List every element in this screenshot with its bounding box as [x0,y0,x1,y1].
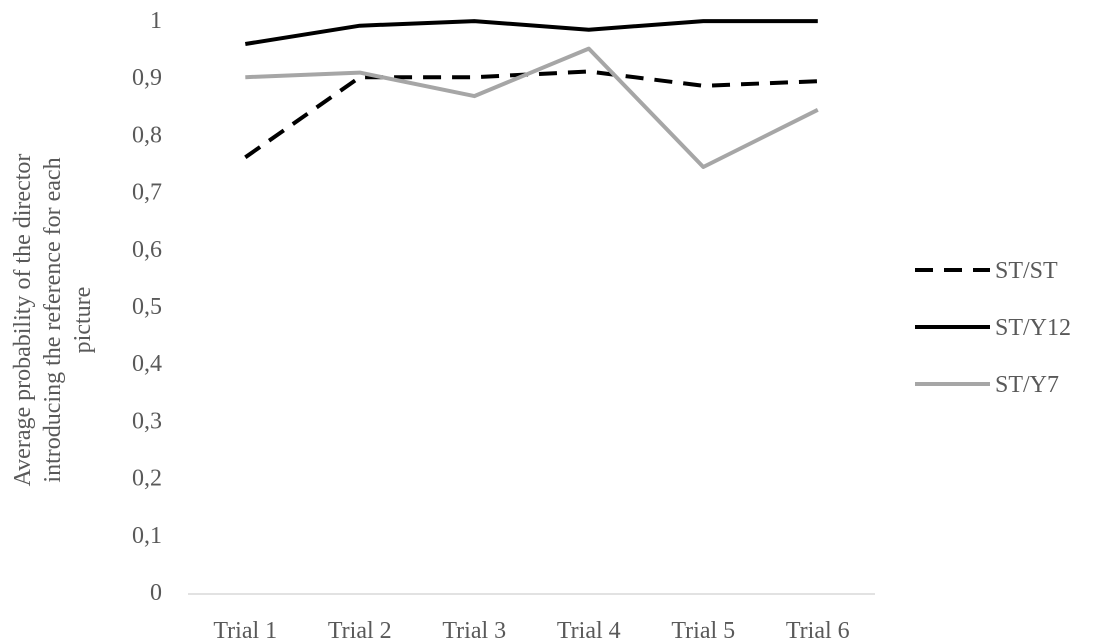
x-tick-label: Trial 3 [442,618,506,644]
y-tick-label: 0,3 [132,408,162,434]
y-tick-label: 0,2 [132,466,162,492]
y-tick-label: 0,4 [132,351,162,377]
y-tick-label: 0,8 [132,122,162,148]
y-tick-label: 0,6 [132,237,162,263]
y-axis-title-line-2: introducing the reference for each [40,157,66,482]
x-tick-label: Trial 2 [328,618,392,644]
x-axis: Trial 1 Trial 2 Trial 3 Trial 4 Trial 5 Trial… [188,593,875,644]
x-tick-label: Trial 6 [786,618,850,644]
x-tick-label: Trial 1 [213,618,277,644]
y-tick-label: 0,5 [132,294,162,320]
x-tick-label: Trial 4 [557,618,621,644]
y-tick-label: 1 [150,8,162,34]
y-axis-title-line-3: picture [70,287,96,354]
legend: ST/ST ST/Y12 ST/Y7 [915,258,1071,398]
y-tick-label: 0,7 [132,180,162,206]
x-tick-label: Trial 5 [671,618,735,644]
y-tick-label: 0,1 [132,523,162,549]
y-axis-title: Average probability of the director intr… [10,154,96,487]
series-line-st-y7 [245,46,819,169]
legend-label-st-st: ST/ST [995,258,1058,284]
y-tick-label: 0,9 [132,65,162,91]
series-line-st-y12 [244,19,818,46]
y-tick-label: 0 [150,580,162,606]
series-layer [244,19,819,169]
y-axis: 0 0,1 0,2 0,3 0,4 0,5 0,6 0,7 0,8 0,9 1 [132,8,162,606]
series-line-st-st [244,69,818,159]
legend-label-st-y7: ST/Y7 [995,372,1059,398]
y-axis-title-line-1: Average probability of the director [10,154,36,487]
legend-label-st-y12: ST/Y12 [995,315,1071,341]
